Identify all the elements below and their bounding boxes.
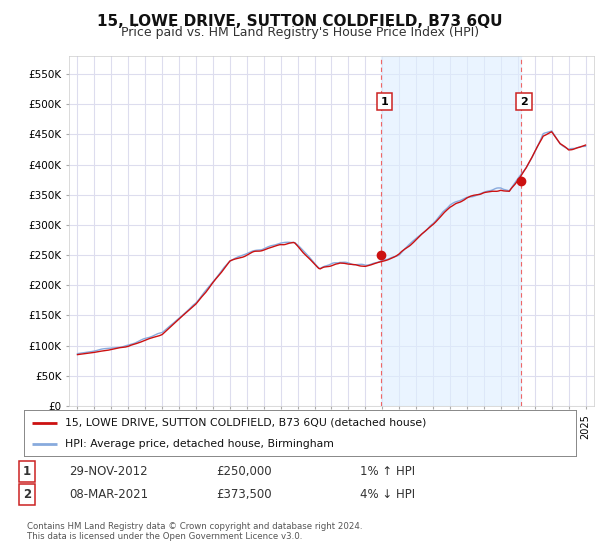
Text: HPI: Average price, detached house, Birmingham: HPI: Average price, detached house, Birm… [65,439,334,449]
Text: 2: 2 [23,488,31,501]
Text: 1% ↑ HPI: 1% ↑ HPI [360,465,415,478]
Text: £373,500: £373,500 [216,488,272,501]
Text: Contains HM Land Registry data © Crown copyright and database right 2024.
This d: Contains HM Land Registry data © Crown c… [27,522,362,542]
Text: 1: 1 [380,96,388,106]
Text: 1: 1 [23,465,31,478]
Text: 29-NOV-2012: 29-NOV-2012 [69,465,148,478]
Text: 15, LOWE DRIVE, SUTTON COLDFIELD, B73 6QU (detached house): 15, LOWE DRIVE, SUTTON COLDFIELD, B73 6Q… [65,418,427,428]
Bar [381,56,521,406]
Text: 15, LOWE DRIVE, SUTTON COLDFIELD, B73 6QU: 15, LOWE DRIVE, SUTTON COLDFIELD, B73 6Q… [97,14,503,29]
Text: 08-MAR-2021: 08-MAR-2021 [69,488,148,501]
Text: 2: 2 [520,96,528,106]
Text: Price paid vs. HM Land Registry's House Price Index (HPI): Price paid vs. HM Land Registry's House … [121,26,479,39]
Text: 4% ↓ HPI: 4% ↓ HPI [360,488,415,501]
Text: £250,000: £250,000 [216,465,272,478]
